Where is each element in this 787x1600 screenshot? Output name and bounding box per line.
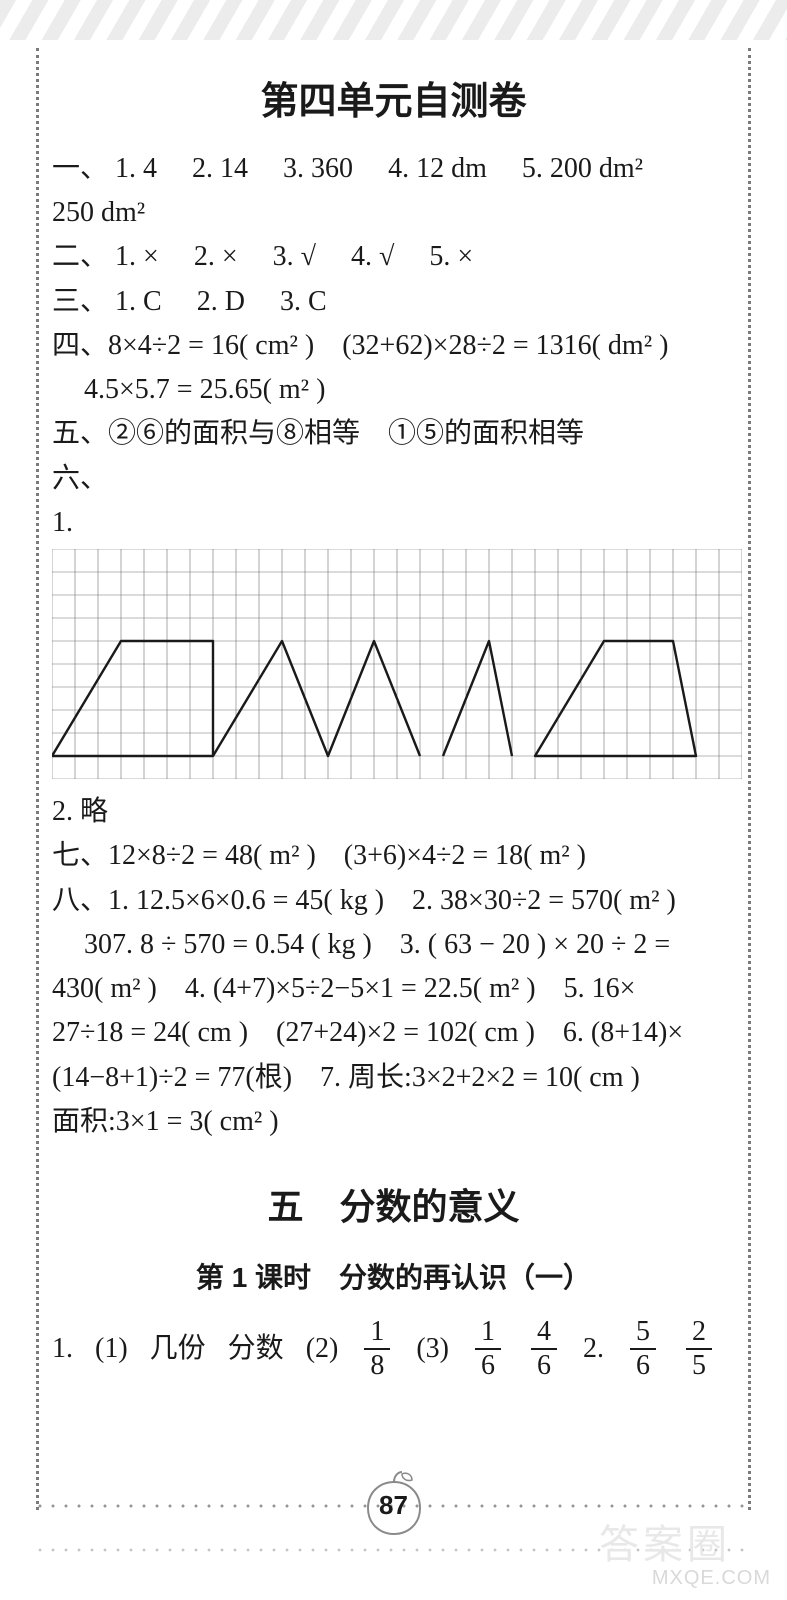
section-2-item-5: 5. × [429, 241, 473, 272]
section-3-label: 三、 [52, 286, 108, 317]
section-3-item-1: 1. C [115, 286, 162, 317]
frac-n: 1 [475, 1318, 501, 1350]
section-1-item-4: 4. 12 dm [388, 153, 487, 184]
l1-q1-2-frac: 1 8 [364, 1318, 390, 1380]
frac-d: 6 [475, 1350, 501, 1380]
chapter-5-title: 五 分数的意义 [52, 1178, 735, 1230]
section-3-item-3: 3. C [280, 286, 327, 317]
l1-q1-3-frac-b: 4 6 [531, 1318, 557, 1380]
section-4-label: 四、 [52, 330, 108, 361]
l1-q2-frac-a: 5 6 [630, 1318, 656, 1380]
l1-q1-1-b: 分数 [228, 1320, 284, 1379]
section-4-text-1: 8×4÷2 = 16( cm² ) (32+62)×28÷2 = 1316( d… [108, 330, 668, 361]
grid-chart [52, 549, 742, 779]
section-2-item-2: 2. × [194, 241, 238, 272]
frac-n: 4 [531, 1318, 557, 1350]
section-6-item-1-label: 1. [52, 501, 735, 545]
frac-d: 6 [630, 1350, 656, 1380]
unit-test-title: 第四单元自测卷 [52, 70, 735, 125]
section-8-l1: 1. 12.5×6×0.6 = 45( kg ) 2. 38×30÷2 = 57… [108, 885, 676, 916]
frac-n: 5 [630, 1318, 656, 1350]
section-7: 七、12×8÷2 = 48( m² ) (3+6)×4÷2 = 18( m² ) [52, 834, 735, 878]
section-8-line-1: 八、1. 12.5×6×0.6 = 45( kg ) 2. 38×30÷2 = … [52, 879, 735, 923]
section-3: 三、 1. C 2. D 3. C [52, 280, 735, 324]
section-2-label: 二、 [52, 241, 108, 272]
section-7-label: 七、 [52, 840, 108, 871]
l1-q1-1-label: (1) [95, 1320, 128, 1379]
section-8-line-2: 307. 8 ÷ 570 = 0.54 ( kg ) 3. ( 63 − 20 … [52, 923, 735, 967]
grid-chart-wrap [52, 549, 735, 784]
section-2: 二、 1. × 2. × 3. √ 4. √ 5. × [52, 235, 735, 279]
l1-q1-2-label: (2) [306, 1320, 339, 1379]
section-6-item-2: 2. 略 [52, 790, 735, 834]
top-stripes [0, 0, 787, 40]
right-border [748, 48, 751, 1510]
section-2-item-3: 3. √ [273, 241, 316, 272]
l1-q1-3-frac-a: 1 6 [475, 1318, 501, 1380]
section-8-line-5: (14−8+1)÷2 = 77(根) 7. 周长:3×2+2×2 = 10( c… [52, 1056, 735, 1100]
section-1-label: 一、 [52, 153, 108, 184]
lesson-1-answers: 1. (1) 几份 分数 (2) 1 8 (3) 1 6 4 6 2. 5 6 [52, 1318, 735, 1380]
watermark-small: MXQE.COM [652, 1567, 771, 1590]
frac-n: 2 [686, 1318, 712, 1350]
frac-d: 8 [364, 1350, 390, 1380]
section-5-text: ②⑥的面积与⑧相等 ①⑤的面积相等 [108, 418, 584, 449]
section-1-item-5: 5. 200 dm² [522, 153, 643, 184]
section-8-label: 八、 [52, 885, 108, 916]
l1-q1-label: 1. [52, 1320, 73, 1379]
left-border [36, 48, 39, 1510]
section-1-cont: 250 dm² [52, 191, 735, 235]
section-4-line-1: 四、8×4÷2 = 16( cm² ) (32+62)×28÷2 = 1316(… [52, 324, 735, 368]
page-number-badge: 87 [358, 1468, 430, 1540]
section-5-label: 五、 [52, 418, 108, 449]
section-2-item-1: 1. × [115, 241, 159, 272]
section-4-line-2: 4.5×5.7 = 25.65( m² ) [52, 368, 735, 412]
section-1-item-1: 1. 4 [115, 153, 157, 184]
section-8-line-3: 430( m² ) 4. (4+7)×5÷2−5×1 = 22.5( m² ) … [52, 967, 735, 1011]
frac-d: 6 [531, 1350, 557, 1380]
section-1: 一、 1. 4 2. 14 3. 360 4. 12 dm 5. 200 dm² [52, 147, 735, 191]
l1-q2-label: 2. [583, 1320, 604, 1379]
frac-n: 1 [364, 1318, 390, 1350]
frac-d: 5 [686, 1350, 712, 1380]
section-5: 五、②⑥的面积与⑧相等 ①⑤的面积相等 [52, 412, 735, 456]
l1-q1-3-label: (3) [416, 1320, 449, 1379]
section-7-text: 12×8÷2 = 48( m² ) (3+6)×4÷2 = 18( m² ) [108, 840, 586, 871]
l1-q1-1-a: 几份 [150, 1320, 206, 1379]
section-8-line-4: 27÷18 = 24( cm ) (27+24)×2 = 102( cm ) 6… [52, 1011, 735, 1055]
watermark-big: 答案圈 [599, 1512, 731, 1570]
lesson-1-title: 第 1 课时 分数的再认识（一） [52, 1256, 735, 1296]
section-1-item-2: 2. 14 [192, 153, 248, 184]
page-number: 87 [379, 1490, 408, 1521]
section-8-line-6: 面积:3×1 = 3( cm² ) [52, 1100, 735, 1144]
section-6-label: 六、 [52, 457, 735, 501]
l1-q2-frac-b: 2 5 [686, 1318, 712, 1380]
section-2-item-4: 4. √ [351, 241, 394, 272]
section-1-item-3: 3. 360 [283, 153, 353, 184]
section-3-item-2: 2. D [197, 286, 245, 317]
